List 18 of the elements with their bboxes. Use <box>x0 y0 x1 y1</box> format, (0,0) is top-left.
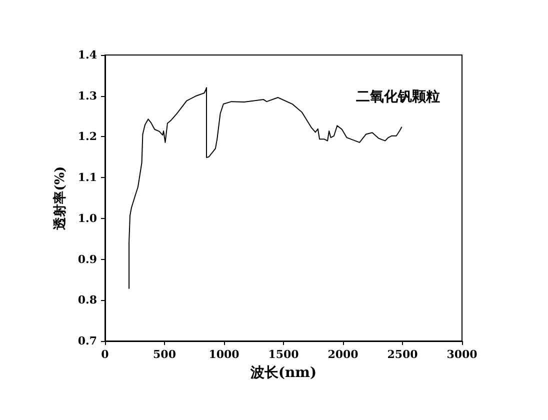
x-tick-label: 0 <box>101 348 110 361</box>
x-tick-label: 3000 <box>446 348 478 361</box>
x-tick-label: 2500 <box>387 348 418 361</box>
y-tick-label: 0.8 <box>78 294 98 307</box>
y-tick-label: 1.3 <box>78 89 97 102</box>
x-tick-label: 1000 <box>208 348 240 361</box>
y-tick-label: 1.0 <box>78 212 98 225</box>
x-tick-label: 500 <box>153 348 176 361</box>
annotation: 二氧化钒颗粒 <box>356 89 440 105</box>
y-axis-title: 透射率(%) <box>52 166 68 231</box>
y-tick-label: 0.7 <box>78 334 97 348</box>
x-tick-label: 2000 <box>328 348 359 361</box>
x-tick-label: 1500 <box>268 348 300 361</box>
y-tick-label: 0.9 <box>78 252 97 266</box>
y-tick-label: 1.1 <box>78 171 97 184</box>
y-tick-label: 1.2 <box>78 130 97 144</box>
y-tick-label: 1.4 <box>78 48 98 62</box>
x-axis-title: 波长(nm) <box>249 365 317 381</box>
